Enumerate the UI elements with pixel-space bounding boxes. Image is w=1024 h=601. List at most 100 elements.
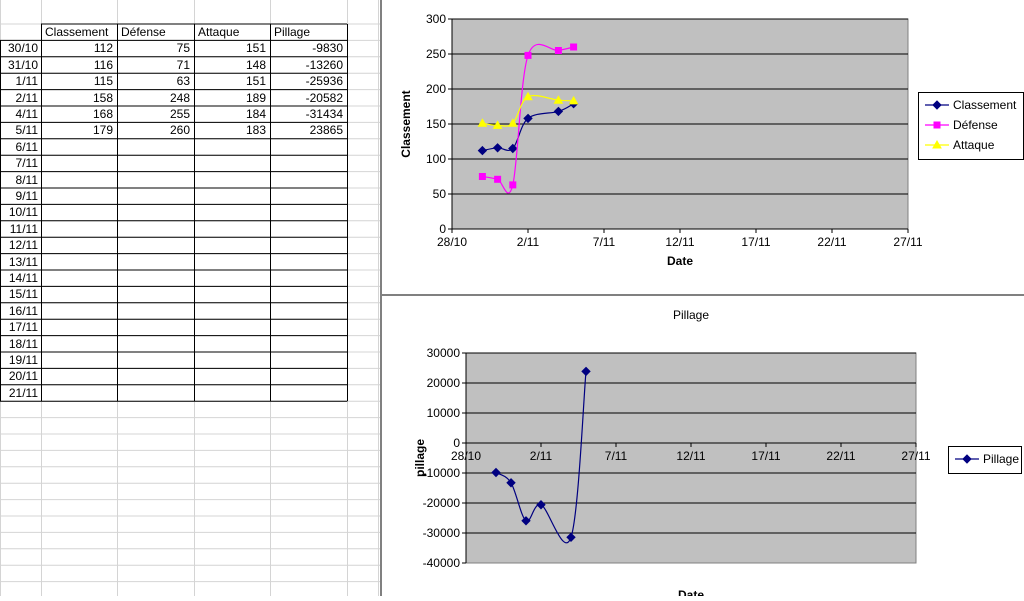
row-date-cell[interactable]: 9/11 xyxy=(15,189,38,203)
data-point xyxy=(932,100,942,110)
data-cell-classement[interactable]: 115 xyxy=(93,74,113,89)
chart-pillage-legend: Pillage xyxy=(948,446,1022,474)
row-date-cell[interactable]: 7/11 xyxy=(15,156,38,171)
x-tick-label: 12/11 xyxy=(676,449,705,463)
y-tick-label: -40000 xyxy=(423,556,461,570)
data-cell-defense[interactable]: 71 xyxy=(176,57,190,72)
chart-classement[interactable]: 0 50 100 150 200 250 300 28/10 2/11 7/11 12/11 17/1… xyxy=(382,0,1024,294)
data-cell-defense[interactable]: 63 xyxy=(176,74,190,89)
data-cell-attaque[interactable]: 184 xyxy=(245,107,266,121)
column-header[interactable]: Défense xyxy=(121,25,166,39)
row-date-cell[interactable]: 16/11 xyxy=(8,303,38,318)
data-cell-classement[interactable]: 168 xyxy=(92,107,113,121)
data-cell-defense[interactable]: 260 xyxy=(169,123,190,138)
legend-label: Classement xyxy=(953,98,1017,112)
legend-swatch xyxy=(925,100,949,110)
data-cell-defense[interactable]: 255 xyxy=(169,107,190,121)
x-tick-label: 27/11 xyxy=(893,235,922,249)
data-cell-pillage[interactable]: -9830 xyxy=(312,41,343,56)
row-date-cell[interactable]: 12/11 xyxy=(8,238,38,253)
y-tick-label: 0 xyxy=(453,436,460,450)
data-cell-pillage[interactable]: -25936 xyxy=(305,74,343,89)
y-tick-label: 0 xyxy=(439,222,446,236)
row-date-cell[interactable]: 2/11 xyxy=(15,90,38,105)
row-date-cell[interactable]: 20/11 xyxy=(8,369,38,384)
row-date-cell[interactable]: 15/11 xyxy=(8,287,38,302)
data-point xyxy=(932,139,942,149)
column-header[interactable]: Pillage xyxy=(274,25,311,39)
legend-entry: Défense xyxy=(919,115,1023,135)
data-cell-attaque[interactable]: 148 xyxy=(245,57,266,72)
row-date-cell[interactable]: 8/11 xyxy=(15,172,38,187)
row-date-cell[interactable]: 14/11 xyxy=(8,271,38,285)
x-tick-label: 28/10 xyxy=(451,449,481,463)
data-cell-classement[interactable]: 112 xyxy=(93,41,113,56)
data-point xyxy=(494,175,502,183)
row-date-cell[interactable]: 17/11 xyxy=(8,320,38,335)
y-tick-label: 20000 xyxy=(427,376,461,390)
y-tick-label: -10000 xyxy=(423,466,461,480)
data-cell-pillage[interactable]: -31434 xyxy=(305,107,343,121)
data-cell-pillage[interactable]: -13260 xyxy=(305,57,343,72)
x-tick-label: 28/10 xyxy=(437,235,467,249)
legend-entry: Classement xyxy=(919,95,1023,115)
row-date-cell[interactable]: 18/11 xyxy=(8,336,38,351)
chart-pillage-svg: -40000 -30000 -20000 -10000 0 10000 20000 30000… xyxy=(413,308,931,601)
legend-swatch xyxy=(925,139,949,149)
row-date-cell[interactable]: 30/10 xyxy=(7,41,38,56)
data-point xyxy=(509,181,517,189)
data-point xyxy=(536,500,546,510)
row-date-cell[interactable]: 10/11 xyxy=(8,205,38,220)
row-date-cell[interactable]: 11/11 xyxy=(9,221,38,236)
data-cell-classement[interactable]: 116 xyxy=(93,57,113,72)
row-date-cell[interactable]: 1/11 xyxy=(15,74,38,89)
data-cell-defense[interactable]: 75 xyxy=(176,41,190,56)
row-date-cell[interactable]: 13/11 xyxy=(8,254,38,269)
data-point xyxy=(492,120,503,129)
data-cell-pillage[interactable]: 23865 xyxy=(309,123,343,138)
plot-area xyxy=(465,352,917,564)
data-cell-attaque[interactable]: 151 xyxy=(245,74,266,89)
x-tick-label: 22/11 xyxy=(817,235,846,249)
data-point xyxy=(521,516,531,526)
data-point xyxy=(581,366,591,377)
legend-entry: Attaque xyxy=(919,135,1023,155)
row-date-cell[interactable]: 19/11 xyxy=(8,353,38,367)
row-date-cell[interactable]: 31/10 xyxy=(7,57,38,72)
legend-label: Attaque xyxy=(953,138,995,152)
data-point xyxy=(523,91,533,101)
data-point xyxy=(570,43,578,51)
data-cell-attaque[interactable]: 183 xyxy=(245,123,266,138)
data-cell-pillage[interactable]: -20582 xyxy=(305,90,343,105)
row-date-cell[interactable]: 4/11 xyxy=(15,107,38,121)
window-divider xyxy=(380,0,382,596)
data-point xyxy=(507,118,518,127)
data-point xyxy=(477,145,488,156)
legend-entry: Pillage xyxy=(949,449,1021,469)
x-tick-label: 7/11 xyxy=(605,449,628,463)
row-date-cell[interactable]: 5/11 xyxy=(15,123,38,138)
row-date-cell[interactable]: 21/11 xyxy=(8,385,38,400)
data-cell-defense[interactable]: 248 xyxy=(169,90,190,105)
column-header[interactable]: Attaque xyxy=(198,25,240,39)
x-tick-label: 2/11 xyxy=(530,449,553,463)
data-cell-attaque[interactable]: 151 xyxy=(245,41,266,56)
chart-pillage[interactable]: -40000 -30000 -20000 -10000 0 10000 20000 30000… xyxy=(382,296,1024,601)
data-point xyxy=(478,173,486,180)
data-point xyxy=(568,95,579,105)
data-point xyxy=(554,47,562,54)
x-tick-label: 7/11 xyxy=(593,235,616,249)
column-header[interactable]: Classement xyxy=(45,25,109,39)
y-tick-label: 250 xyxy=(426,47,446,61)
legend-label: Défense xyxy=(953,118,998,132)
data-point xyxy=(524,51,532,59)
data-cell-attaque[interactable]: 189 xyxy=(245,90,266,105)
data-point xyxy=(477,118,488,127)
data-point xyxy=(491,467,501,478)
x-tick-label: 12/11 xyxy=(665,235,694,249)
x-axis-title: Date xyxy=(667,254,693,268)
x-tick-label: 17/11 xyxy=(751,449,780,463)
row-date-cell[interactable]: 6/11 xyxy=(15,139,38,154)
data-cell-classement[interactable]: 158 xyxy=(92,90,113,105)
data-cell-classement[interactable]: 179 xyxy=(92,123,113,138)
